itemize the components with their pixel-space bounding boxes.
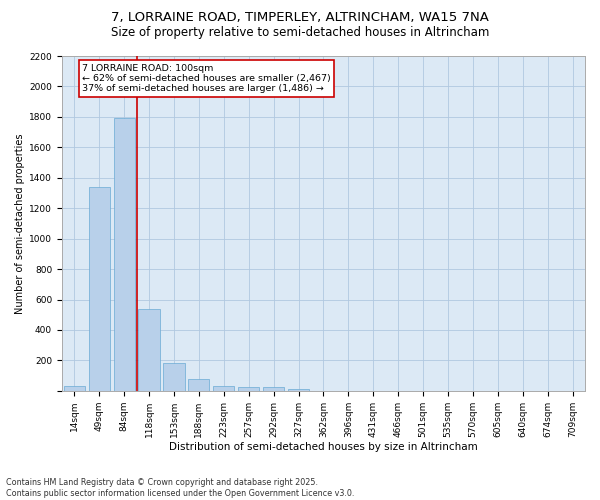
Bar: [163, 364, 185, 391]
Bar: [238, 386, 259, 391]
Bar: [113, 118, 135, 391]
Bar: [213, 386, 235, 391]
X-axis label: Distribution of semi-detached houses by size in Altrincham: Distribution of semi-detached houses by …: [169, 442, 478, 452]
Y-axis label: Number of semi-detached properties: Number of semi-detached properties: [15, 133, 25, 314]
Bar: [288, 388, 309, 391]
Text: 7 LORRAINE ROAD: 100sqm
← 62% of semi-detached houses are smaller (2,467)
37% of: 7 LORRAINE ROAD: 100sqm ← 62% of semi-de…: [82, 64, 331, 94]
Bar: [139, 310, 160, 391]
Text: Contains HM Land Registry data © Crown copyright and database right 2025.
Contai: Contains HM Land Registry data © Crown c…: [6, 478, 355, 498]
Bar: [64, 386, 85, 391]
Text: 7, LORRAINE ROAD, TIMPERLEY, ALTRINCHAM, WA15 7NA: 7, LORRAINE ROAD, TIMPERLEY, ALTRINCHAM,…: [111, 11, 489, 24]
Bar: [263, 388, 284, 391]
Bar: [188, 378, 209, 391]
Text: Size of property relative to semi-detached houses in Altrincham: Size of property relative to semi-detach…: [111, 26, 489, 39]
Bar: [89, 187, 110, 391]
